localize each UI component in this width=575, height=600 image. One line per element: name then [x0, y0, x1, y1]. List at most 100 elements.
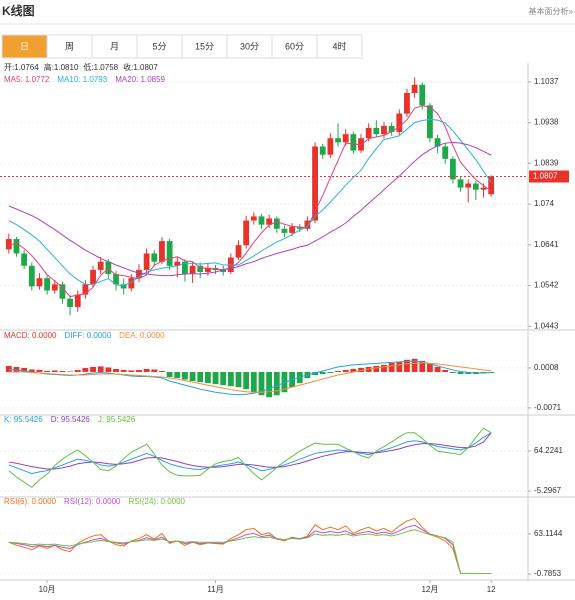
- candle-body: [128, 278, 135, 289]
- y-tick-label: -0.7853: [534, 569, 562, 578]
- macd-bar: [151, 369, 158, 372]
- macd-bar: [44, 370, 51, 372]
- macd-bar: [457, 371, 464, 374]
- candle-body: [312, 146, 318, 221]
- ohlc-legend: 开:1.0764: [4, 63, 39, 72]
- macd-bar: [128, 370, 135, 372]
- indicator-line: [8, 141, 492, 277]
- candle-body: [5, 239, 12, 250]
- candle-body: [13, 239, 20, 254]
- macd-bar: [28, 369, 35, 372]
- candle-body: [457, 179, 464, 188]
- candle-body: [105, 261, 112, 275]
- macd-bar: [419, 360, 426, 372]
- candle-body: [388, 125, 395, 133]
- y-tick-label: 1.074: [534, 199, 555, 208]
- macd-bar: [273, 371, 280, 396]
- macd-bar: [442, 369, 449, 372]
- macd-bar: [358, 367, 364, 372]
- macd-bar: [182, 371, 188, 380]
- candle-body: [182, 261, 188, 275]
- indicator-line: [8, 360, 492, 396]
- candle-body: [220, 269, 227, 272]
- macd-bar: [350, 368, 357, 372]
- macd-bar: [174, 371, 181, 379]
- macd-bar: [21, 367, 28, 372]
- candle-body: [204, 267, 211, 272]
- tab-label[interactable]: 周: [65, 41, 74, 51]
- tab-label[interactable]: 60分: [285, 41, 304, 51]
- candle-body: [373, 127, 380, 135]
- candle-body: [174, 261, 181, 266]
- tab-label[interactable]: 15分: [195, 41, 214, 51]
- indicator-line: [8, 432, 492, 470]
- candle-body: [342, 134, 349, 143]
- tab-label[interactable]: 日: [20, 41, 29, 51]
- page-title: K线图: [2, 3, 35, 18]
- candle-body: [411, 84, 418, 93]
- macd-bar: [5, 365, 12, 372]
- macd-bar: [258, 371, 265, 396]
- macd-bar: [166, 371, 173, 378]
- y-tick-label: 1.0443: [534, 321, 559, 330]
- ohlc-legend: 低:1.0758: [83, 62, 118, 72]
- y-tick-label: 1.0839: [534, 158, 559, 167]
- macd-bar: [220, 371, 227, 386]
- tab-label[interactable]: 30分: [240, 41, 259, 51]
- macd-bar: [342, 369, 349, 372]
- candle-body: [319, 146, 326, 155]
- candle-body: [250, 216, 257, 221]
- fundamental-link[interactable]: 基本面分析»: [529, 6, 574, 16]
- x-tick-label: 12月: [421, 585, 438, 594]
- indicator-line: [8, 529, 492, 575]
- macd-bar: [197, 371, 204, 383]
- candle-body: [480, 187, 487, 190]
- y-tick-label: 64.2241: [534, 446, 563, 455]
- candle-body: [44, 278, 51, 291]
- y-tick-label: 63.1144: [534, 529, 563, 538]
- indicator-line: [8, 118, 492, 287]
- candle-body: [434, 138, 441, 147]
- candle-body: [258, 216, 265, 225]
- macd-bar: [449, 371, 456, 373]
- indicator-line: [8, 427, 492, 489]
- candle-body: [273, 218, 280, 229]
- macd-bar: [396, 361, 403, 372]
- x-tick-label: 12: [487, 585, 496, 594]
- macd-bar: [51, 370, 58, 372]
- macd-bar: [212, 371, 219, 385]
- tab-label[interactable]: 4时: [332, 40, 346, 51]
- indicator-line: [8, 432, 492, 475]
- tab-label[interactable]: 月: [110, 41, 119, 51]
- y-tick-label: 0.0008: [534, 363, 559, 372]
- indicator-line: [8, 362, 492, 393]
- y-tick-label: 1.0641: [534, 240, 559, 249]
- macd-bar: [97, 366, 104, 372]
- macd-bar: [381, 364, 387, 372]
- legend-entry: RSI(6): 0.0000: [4, 497, 57, 506]
- macd-bar: [266, 371, 273, 398]
- macd-bar: [227, 371, 234, 387]
- macd-bar: [204, 371, 211, 384]
- legend-entry: MA5: 1.0772: [4, 75, 50, 84]
- candle-body: [396, 113, 403, 133]
- candle-body: [488, 176, 495, 195]
- candle-body: [404, 92, 410, 114]
- legend-entry: RSI(24): 0.0000: [129, 497, 186, 506]
- tab[interactable]: [316, 34, 363, 59]
- macd-bar: [120, 369, 127, 372]
- candle-body: [427, 105, 433, 139]
- candle-body: [166, 241, 173, 266]
- tab-label[interactable]: 5分: [152, 41, 166, 51]
- macd-bar: [319, 371, 326, 374]
- candle-body: [335, 138, 341, 143]
- candle-body: [327, 138, 334, 155]
- legend-entry: MACD: 0.0000: [4, 331, 57, 340]
- candle-body: [296, 226, 303, 229]
- legend-entry: J: 95.5426: [98, 415, 136, 424]
- candle-body: [243, 220, 250, 246]
- macd-bar: [250, 371, 257, 393]
- legend-entry: D: 95.5426: [51, 415, 91, 424]
- indicator-line: [8, 105, 492, 298]
- candle-body: [449, 158, 456, 180]
